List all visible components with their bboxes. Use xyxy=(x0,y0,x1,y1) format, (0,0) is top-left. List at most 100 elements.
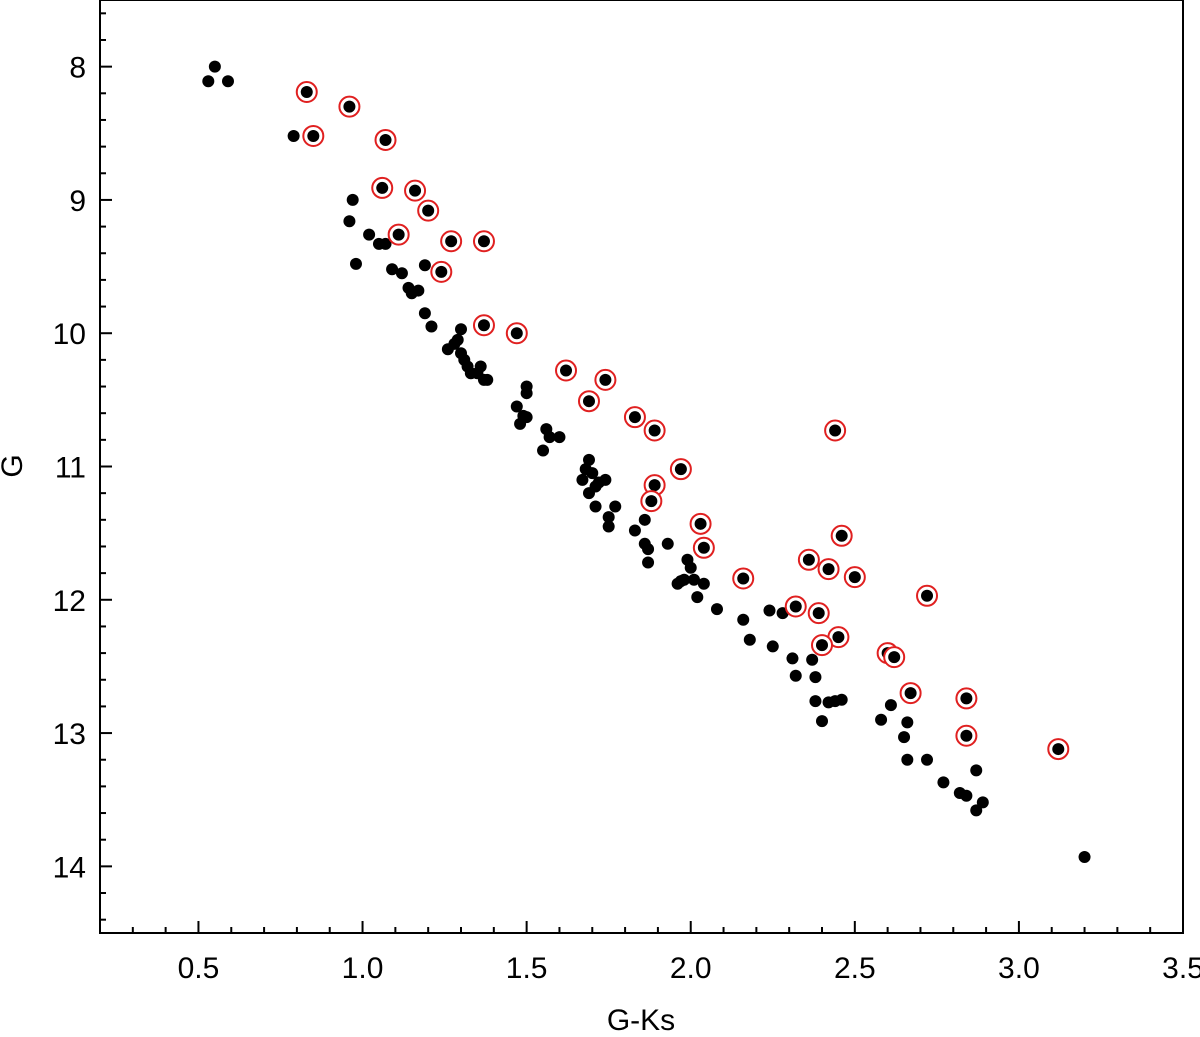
y-tick-label: 13 xyxy=(53,718,86,751)
highlighted-point xyxy=(789,600,802,613)
data-point xyxy=(582,487,595,500)
data-point xyxy=(638,513,651,526)
data-point xyxy=(405,287,418,300)
data-point xyxy=(609,500,622,513)
highlighted-point xyxy=(343,100,356,113)
data-point xyxy=(628,524,641,537)
highlighted-point xyxy=(921,589,934,602)
y-tick-label: 10 xyxy=(53,318,86,351)
data-point xyxy=(697,577,710,590)
y-tick-label: 8 xyxy=(69,52,86,85)
data-point xyxy=(816,715,828,728)
data-point xyxy=(455,323,467,336)
data-point xyxy=(898,731,911,744)
highlighted-point xyxy=(697,541,710,554)
data-point xyxy=(379,237,392,250)
data-point xyxy=(901,716,914,729)
highlighted-point xyxy=(648,479,661,492)
data-point xyxy=(976,796,989,809)
data-point xyxy=(346,193,359,206)
highlighted-point xyxy=(379,133,392,146)
highlighted-point xyxy=(477,319,490,332)
highlighted-point xyxy=(812,607,825,620)
data-point xyxy=(520,387,533,400)
data-point xyxy=(661,537,674,550)
data-point xyxy=(510,400,523,413)
data-point xyxy=(451,333,464,346)
highlighted-point xyxy=(737,572,750,585)
data-point xyxy=(642,556,655,569)
highlighted-point xyxy=(560,364,573,377)
data-point xyxy=(363,228,376,241)
highlighted-point xyxy=(960,692,973,705)
highlighted-point xyxy=(307,129,320,142)
data-point xyxy=(875,713,888,726)
x-tick-label: 3.0 xyxy=(998,952,1040,985)
data-point xyxy=(543,431,556,444)
data-point xyxy=(710,603,723,616)
y-axis-tick-labels: 8 9 10 11 12 13 14 xyxy=(53,52,86,885)
data-point xyxy=(589,500,602,513)
x-tick-label: 0.5 xyxy=(178,952,220,985)
highlighted-point xyxy=(435,265,448,278)
data-point xyxy=(806,653,819,666)
plot-frame xyxy=(99,0,1184,934)
data-point xyxy=(208,60,221,73)
data-point xyxy=(642,543,655,556)
data-point xyxy=(960,789,973,802)
y-axis-ticks xyxy=(100,12,112,921)
data-point xyxy=(688,573,701,586)
data-point xyxy=(970,804,983,817)
x-axis-label: G-Ks xyxy=(607,1004,675,1037)
highlighted-point xyxy=(599,373,612,386)
highlighted-point xyxy=(960,729,973,742)
data-point xyxy=(884,699,897,712)
data-point xyxy=(441,343,454,356)
highlighted-point xyxy=(832,631,845,644)
highlighted-point xyxy=(392,228,405,241)
highlighted-point xyxy=(822,563,835,576)
data-point xyxy=(809,695,822,708)
data-point xyxy=(691,591,704,604)
data-point xyxy=(602,511,615,524)
data-point xyxy=(474,360,487,373)
data-point xyxy=(576,473,589,486)
data-point xyxy=(537,444,550,457)
data-point xyxy=(763,604,776,617)
data-point xyxy=(418,259,431,272)
highlighted-point xyxy=(645,495,658,508)
data-point xyxy=(287,129,300,142)
data-point xyxy=(789,669,802,682)
y-tick-label: 12 xyxy=(53,585,86,618)
data-point xyxy=(809,671,822,684)
highlighted-point xyxy=(816,639,828,652)
highlighted-point xyxy=(376,181,389,194)
highlighted-point xyxy=(300,85,313,98)
data-point xyxy=(921,753,934,766)
highlighted-point xyxy=(888,651,901,664)
data-point xyxy=(684,561,697,574)
highlighted-point xyxy=(628,411,641,424)
data-point xyxy=(586,467,599,480)
data-point xyxy=(786,652,799,665)
data-point xyxy=(599,473,612,486)
highlighted-point xyxy=(694,517,707,530)
data-point xyxy=(737,613,750,626)
highlighted-point xyxy=(802,553,815,566)
x-tick-label: 1.0 xyxy=(342,952,384,985)
data-point xyxy=(395,267,408,280)
data-point xyxy=(343,215,356,228)
data-point xyxy=(514,417,527,430)
x-axis-tick-labels: 0.5 1.0 1.5 2.0 2.5 3.0 3.5 xyxy=(178,952,1200,985)
data-point xyxy=(221,75,234,88)
data-point xyxy=(418,307,431,320)
y-tick-label: 9 xyxy=(69,185,86,218)
data-point xyxy=(743,633,756,646)
highlighted-point xyxy=(904,687,917,700)
highlighted-point xyxy=(835,529,848,542)
highlighted-point xyxy=(848,571,861,584)
highlighted-point xyxy=(674,463,687,476)
data-point xyxy=(553,431,566,444)
y-tick-label: 14 xyxy=(53,851,86,884)
